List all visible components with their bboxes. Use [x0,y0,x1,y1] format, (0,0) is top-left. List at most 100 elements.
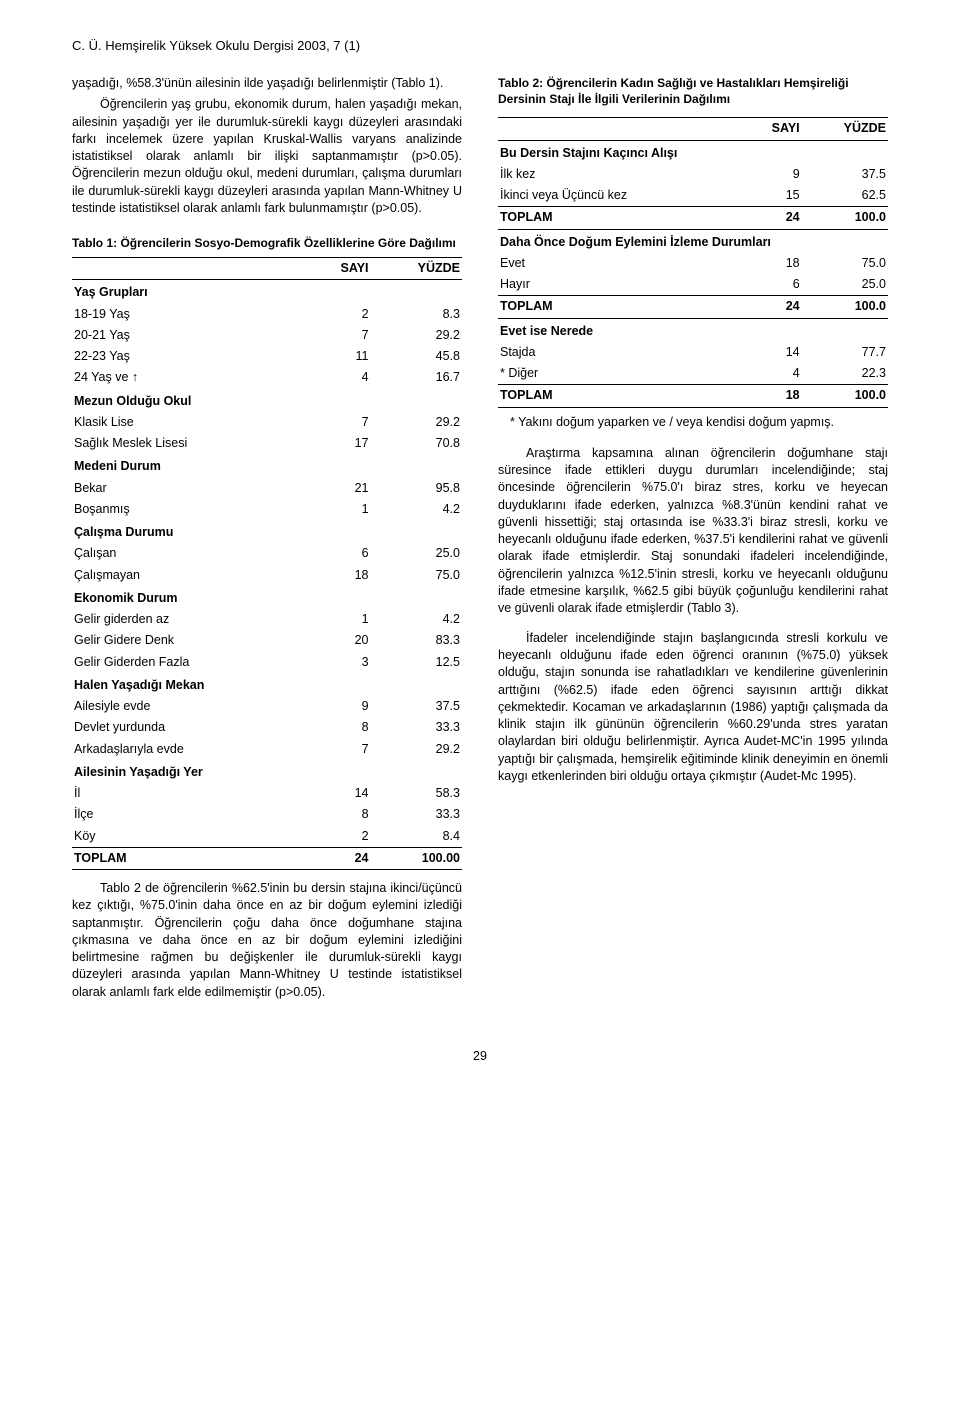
right-paragraph-2: İfadeler incelendiğinde stajın başlangıc… [498,630,888,785]
table-section-label: Daha Önce Doğum Eylemini İzleme Durumlar… [498,229,888,253]
table-row: Evet ise Nerede [498,318,888,342]
table-section-label: Medeni Durum [72,454,462,477]
table-row: Arkadaşlarıyla evde729.2 [72,739,462,760]
table-cell-sayi: 8 [307,717,370,738]
table-cell-yuzde: 95.8 [371,478,462,499]
table-cell-label: İkinci veya Üçüncü kez [498,185,742,207]
table-cell-sayi: 21 [307,478,370,499]
table-cell-label: Çalışmayan [72,565,307,586]
table-section-label: Ekonomik Durum [72,586,462,609]
table-cell-yuzde: 62.5 [802,185,888,207]
table-row: Çalışmayan1875.0 [72,565,462,586]
table-cell-label: 18-19 Yaş [72,304,307,325]
table-cell-sayi: 14 [742,342,802,363]
table-cell-label: Sağlık Meslek Lisesi [72,433,307,454]
table-cell-yuzde: 8.4 [371,826,462,848]
table-cell-sayi: 1 [307,499,370,520]
table-cell-yuzde: 70.8 [371,433,462,454]
table-cell-yuzde: 75.0 [371,565,462,586]
table-row: Gelir Giderden Fazla312.5 [72,652,462,673]
table-cell-yuzde: 16.7 [371,367,462,388]
table-cell-sayi: 2 [307,826,370,848]
table-row: İlçe833.3 [72,804,462,825]
table-section-label: Çalışma Durumu [72,520,462,543]
table-cell-yuzde: 100.0 [802,296,888,318]
table1-header-row: SAYI YÜZDE [72,258,462,280]
table-cell-sayi: 24 [742,296,802,318]
table-cell-sayi: 18 [742,253,802,274]
table-cell-sayi: 1 [307,609,370,630]
left-paragraph-1: yaşadığı, %58.3'ünün ailesinin ilde yaşa… [72,75,462,92]
table-cell-label: Evet [498,253,742,274]
left-paragraph-2: Öğrencilerin yaş grubu, ekonomik durum, … [72,96,462,217]
table-cell-label: Gelir Giderden Fazla [72,652,307,673]
table-cell-sayi: 14 [307,783,370,804]
table-cell-label: 22-23 Yaş [72,346,307,367]
table-cell-label: TOPLAM [498,385,742,407]
table-cell-label: İlçe [72,804,307,825]
table-row: Bekar2195.8 [72,478,462,499]
table1-header-blank [72,258,307,280]
table-cell-yuzde: 8.3 [371,304,462,325]
table-cell-yuzde: 22.3 [802,363,888,385]
table-row: Stajda1477.7 [498,342,888,363]
table-cell-label: Boşanmış [72,499,307,520]
table-cell-sayi: 7 [307,739,370,760]
table-cell-label: TOPLAM [72,847,307,869]
table-section-label: Yaş Grupları [72,280,462,304]
table-cell-sayi: 18 [307,565,370,586]
table-row: Klasik Lise729.2 [72,412,462,433]
table-row: Boşanmış14.2 [72,499,462,520]
table-cell-yuzde: 77.7 [802,342,888,363]
table-cell-yuzde: 12.5 [371,652,462,673]
table-cell-yuzde: 100.0 [802,207,888,229]
table-row: Medeni Durum [72,454,462,477]
table-cell-yuzde: 4.2 [371,609,462,630]
table-cell-label: Çalışan [72,543,307,564]
table-row: * Diğer422.3 [498,363,888,385]
table-cell-label: Gelir Gidere Denk [72,630,307,651]
table2-header-row: SAYI YÜZDE [498,118,888,140]
table-row: İkinci veya Üçüncü kez1562.5 [498,185,888,207]
table-cell-sayi: 7 [307,325,370,346]
table-row: 18-19 Yaş28.3 [72,304,462,325]
table-cell-label: 20-21 Yaş [72,325,307,346]
table-row: İl1458.3 [72,783,462,804]
table-cell-sayi: 18 [742,385,802,407]
table-row: Halen Yaşadığı Mekan [72,673,462,696]
table-row: Devlet yurdunda833.3 [72,717,462,738]
table-row: Ekonomik Durum [72,586,462,609]
table-row: Çalışma Durumu [72,520,462,543]
table-cell-yuzde: 4.2 [371,499,462,520]
table-cell-yuzde: 58.3 [371,783,462,804]
table-cell-sayi: 4 [307,367,370,388]
table1-header-sayi: SAYI [307,258,370,280]
table-cell-label: İlk kez [498,164,742,185]
table1-caption: Tablo 1: Öğrencilerin Sosyo-Demografik Ö… [72,235,462,251]
table-cell-yuzde: 25.0 [802,274,888,296]
table-cell-sayi: 24 [307,847,370,869]
table-cell-label: Klasik Lise [72,412,307,433]
table-row: TOPLAM24100.0 [498,207,888,229]
table-cell-label: TOPLAM [498,207,742,229]
table-cell-yuzde: 33.3 [371,717,462,738]
table-cell-sayi: 15 [742,185,802,207]
table-row: Mezun Olduğu Okul [72,389,462,412]
table-cell-sayi: 2 [307,304,370,325]
table-cell-sayi: 4 [742,363,802,385]
table-cell-yuzde: 37.5 [802,164,888,185]
table-cell-sayi: 11 [307,346,370,367]
left-paragraph-3: Tablo 2 de öğrencilerin %62.5'inin bu de… [72,880,462,1001]
table-cell-sayi: 7 [307,412,370,433]
table-row: Gelir giderden az14.2 [72,609,462,630]
table-cell-yuzde: 25.0 [371,543,462,564]
table-row: Ailesiyle evde937.5 [72,696,462,717]
table-cell-yuzde: 75.0 [802,253,888,274]
table-cell-yuzde: 45.8 [371,346,462,367]
table-cell-yuzde: 37.5 [371,696,462,717]
table-section-label: Ailesinin Yaşadığı Yer [72,760,462,783]
table-row: Evet1875.0 [498,253,888,274]
table-row: TOPLAM24100.00 [72,847,462,869]
table-cell-yuzde: 29.2 [371,325,462,346]
table-section-label: Halen Yaşadığı Mekan [72,673,462,696]
